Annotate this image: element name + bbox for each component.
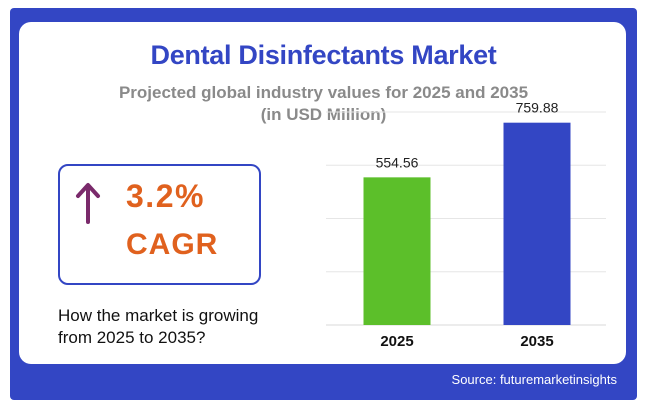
arrow-up-icon — [76, 183, 100, 224]
data-label-2035: 759.88 — [516, 100, 559, 116]
growth-question-line-1: How the market is growing — [58, 306, 259, 325]
bar-2025 — [363, 177, 431, 325]
subtitle-line-2: (in USD Million) — [260, 105, 387, 124]
cagr-value: 3.2% — [126, 178, 205, 214]
bar-2035 — [503, 122, 571, 326]
cagr-box: 3.2% CAGR — [58, 164, 261, 285]
x-tick-label-2035: 2035 — [520, 333, 553, 350]
growth-question: How the market is growing from 2025 to 2… — [58, 305, 298, 349]
subtitle-line-1: Projected global industry values for 202… — [118, 83, 529, 102]
growth-question-line-2: from 2025 to 2035? — [58, 328, 206, 347]
data-label-2025: 554.56 — [376, 154, 419, 170]
cagr-label: CAGR — [126, 228, 219, 261]
page-subtitle: Projected global industry values for 202… — [0, 82, 647, 126]
x-tick-label-2025: 2025 — [380, 333, 413, 350]
source-note: Source: futuremarketinsights — [451, 372, 617, 387]
page-title: Dental Disinfectants Market — [150, 40, 497, 70]
